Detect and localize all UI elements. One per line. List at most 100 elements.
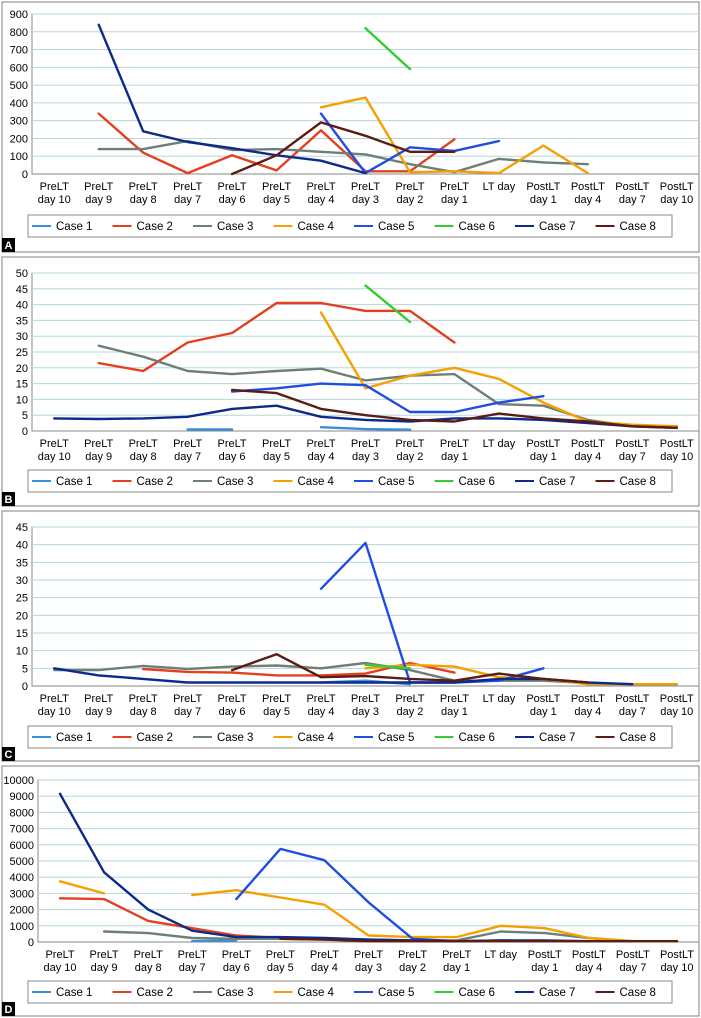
panel-c: 0 5 10 15 20 25 30 35 40 45 PreLT day 10 PreLT day 9 P…	[1, 510, 700, 762]
panel-letter-box	[2, 1002, 15, 1016]
legend-label: Case 6	[459, 987, 495, 999]
y-tick-label: 40	[16, 300, 28, 312]
x-tick-label: PreLT day 2	[395, 181, 424, 206]
legend-label: Case 8	[620, 221, 656, 233]
x-tick-label: PostLT day 1	[528, 949, 562, 974]
y-tick-label: 8000	[10, 807, 34, 819]
legend-label: Case 2	[137, 732, 173, 744]
x-tick-label: PostLT day 7	[615, 438, 649, 463]
x-tick-label: PostLT day 7	[615, 693, 649, 718]
x-tick-label: PreLT day 5	[262, 181, 291, 206]
legend-label: Case 5	[378, 476, 414, 488]
y-tick-label: 35	[16, 315, 28, 327]
panel-d: 0 1000 2000 3000 4000 5000 6000 7000 8000 9000 100…	[1, 765, 700, 1017]
legend-label: Case 5	[378, 987, 414, 999]
plot-area	[31, 13, 700, 175]
legend-label: Case 5	[378, 732, 414, 744]
x-tick-label: PreLT day 6	[218, 181, 247, 206]
legend-label: Case 4	[298, 987, 335, 999]
legend-label: Case 3	[217, 221, 253, 233]
y-tick-label: 0	[22, 681, 28, 693]
legend-label: Case 7	[539, 221, 575, 233]
y-tick-label: 25	[16, 593, 28, 605]
legend-label: Case 6	[459, 732, 495, 744]
x-tick-label: PostLT day 10	[660, 181, 694, 206]
legend-box	[27, 725, 673, 749]
x-tick-label: PostLT day 7	[616, 949, 650, 974]
x-tick-label: PreLT day 10	[38, 181, 71, 206]
legend-label: Case 2	[137, 221, 173, 233]
series-line-case-6	[364, 284, 412, 324]
legend-label: Case 7	[539, 732, 575, 744]
x-tick-label: PreLT day 1	[440, 438, 469, 463]
series-line-case-6	[364, 27, 412, 71]
legend-label: Case 7	[539, 987, 575, 999]
legend-box	[27, 214, 673, 238]
y-tick-label: 0	[22, 169, 28, 181]
x-tick-label: PreLT day 6	[222, 949, 251, 974]
x-tick-label: PostLT day 1	[526, 181, 560, 206]
y-tick-label: 5	[22, 663, 28, 675]
panel-letter: D	[5, 1004, 13, 1016]
y-tick-label: 100	[10, 151, 28, 163]
panel-b: 0 5 10 15 20 25 30 35 40 45 50 PreLT day 10 PreLT day …	[1, 256, 700, 507]
panel-letter-box	[2, 238, 15, 252]
series-line-case-8	[279, 937, 679, 943]
x-tick-label: PreLT day 7	[173, 438, 202, 463]
x-tick-label: PreLT day 5	[266, 949, 295, 974]
x-tick-label: PreLT day 4	[306, 181, 335, 206]
x-tick-label: PreLT day 10	[38, 693, 71, 718]
panel-letter-box	[2, 492, 15, 506]
y-tick-label: 10	[16, 646, 28, 658]
y-tick-label: 45	[16, 284, 28, 296]
panel-a: 0 100 200 300 400 500 600 700 800 900 PreLT day 10 P…	[1, 1, 700, 253]
x-tick-label: PreLT day 1	[442, 949, 471, 974]
x-tick-label: LT day	[484, 949, 517, 961]
y-tick-label: 0	[22, 426, 28, 438]
x-tick-label: PostLT day 7	[615, 181, 649, 206]
x-tick-label: PreLT day 5	[262, 693, 291, 718]
legend: Case 1 Case 2 Case 3 Case 4 Case 5 Case 6 Case…	[27, 469, 673, 493]
series-line-case-1	[319, 426, 412, 431]
x-tick-label: PostLT day 4	[571, 181, 605, 206]
panel-letter: A	[5, 240, 13, 252]
legend-label: Case 8	[620, 732, 656, 744]
legend-label: Case 3	[217, 476, 253, 488]
y-tick-label: 40	[16, 540, 28, 552]
panel-letter: B	[5, 494, 13, 506]
x-tick-label: PreLT day 4	[310, 949, 339, 974]
x-tick-label: PostLT day 1	[526, 693, 560, 718]
series-line-case-6	[364, 663, 412, 670]
x-tick-label: LT day	[483, 438, 516, 450]
series-line-case-5	[319, 112, 501, 175]
y-tick-label: 500	[10, 80, 28, 92]
legend: Case 1 Case 2 Case 3 Case 4 Case 5 Case 6 Case…	[27, 214, 673, 238]
x-tick-label: PreLT day 9	[84, 693, 113, 718]
series-line-case-7	[97, 23, 367, 175]
x-tick-label: PreLT day 8	[129, 181, 158, 206]
y-tick-label: 30	[16, 331, 28, 343]
y-tick-label: 4000	[10, 872, 34, 884]
series-line-case-5	[230, 382, 545, 414]
series-line-case-4	[319, 96, 589, 175]
series-line-case-8	[230, 388, 678, 429]
x-tick-label: PreLT day 8	[129, 693, 158, 718]
legend-label: Case 1	[56, 221, 92, 233]
y-tick-label: 7000	[10, 824, 34, 836]
y-tick-label: 10000	[3, 775, 34, 787]
plot-area	[31, 526, 700, 687]
y-tick-label: 6000	[10, 840, 34, 852]
x-tick-label: PreLT day 1	[440, 181, 469, 206]
x-tick-label: PreLT day 3	[351, 181, 380, 206]
x-tick-label: PostLT day 4	[572, 949, 606, 974]
y-tick-label: 700	[10, 45, 28, 57]
x-tick-label: LT day	[483, 181, 516, 193]
x-tick-label: PreLT day 2	[395, 693, 424, 718]
legend: Case 1 Case 2 Case 3 Case 4 Case 5 Case 6 Case…	[27, 725, 673, 749]
legend-label: Case 2	[137, 987, 173, 999]
x-tick-label: PreLT day 10	[38, 438, 71, 463]
x-tick-label: PreLT day 3	[351, 693, 380, 718]
legend-label: Case 5	[378, 221, 414, 233]
x-tick-label: PreLT day 9	[84, 438, 113, 463]
y-tick-label: 50	[16, 268, 28, 280]
